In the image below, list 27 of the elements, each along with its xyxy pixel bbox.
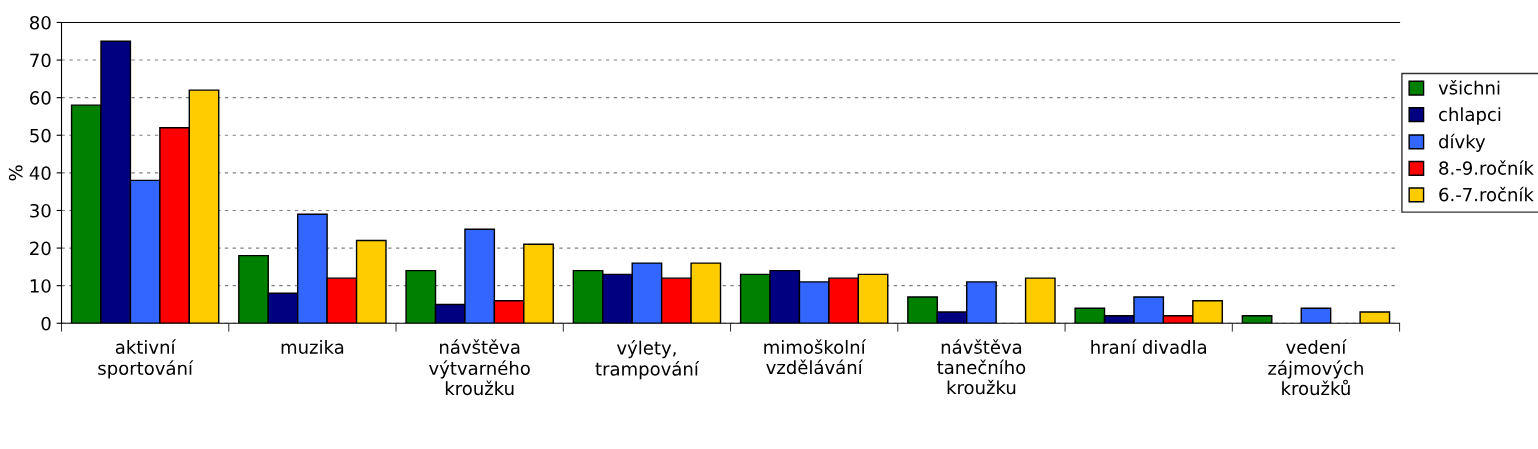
- legend-label: 6.-7.ročník: [1439, 186, 1534, 202]
- y-axis-title: %: [8, 165, 23, 181]
- y-tick-label: 80: [30, 15, 51, 30]
- y-tick-label: 20: [30, 241, 51, 256]
- x-tick-label: muzika: [281, 339, 344, 354]
- bar: [1300, 307, 1332, 324]
- bar: [1359, 311, 1391, 324]
- legend-label: dívky: [1439, 133, 1486, 152]
- x-tick-label: návštěva výtvarného kroužku: [429, 339, 530, 396]
- y-tick-label: 10: [30, 279, 51, 293]
- legend-label: všichni: [1438, 79, 1500, 95]
- x-tick-label: návštěva tanečního kroužku: [937, 339, 1026, 395]
- y-tick-label: 50: [30, 128, 51, 143]
- bar: [1024, 277, 1056, 324]
- y-tick-label: 70: [30, 53, 51, 68]
- y-tick-label: 30: [30, 203, 51, 218]
- x-tick-label: aktivní sportování: [98, 339, 194, 379]
- legend-label: 8.-9.ročník: [1439, 160, 1534, 175]
- x-tick-label: výlety, trampování: [595, 339, 700, 380]
- y-tick-label: 60: [30, 91, 51, 105]
- bar: [1241, 315, 1273, 324]
- y-tick-label: 40: [29, 166, 51, 180]
- legend-label: chlapci: [1439, 107, 1501, 125]
- x-tick-label: hraní divadla: [1091, 339, 1206, 354]
- x-tick-label: mimoškolní vzdělávání: [764, 339, 867, 375]
- y-tick-label: 0: [41, 316, 51, 331]
- x-tick-label: vedení zájmových kroužků: [1268, 339, 1363, 396]
